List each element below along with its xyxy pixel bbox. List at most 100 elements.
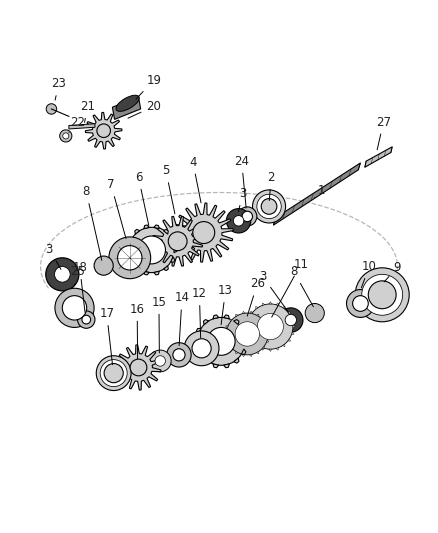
Ellipse shape	[116, 95, 139, 111]
Polygon shape	[266, 340, 269, 343]
Circle shape	[285, 314, 297, 326]
Polygon shape	[291, 332, 294, 335]
Polygon shape	[247, 318, 249, 321]
Polygon shape	[226, 340, 228, 343]
Circle shape	[97, 124, 110, 138]
Circle shape	[197, 318, 245, 365]
Text: 18: 18	[72, 261, 87, 312]
Circle shape	[96, 356, 131, 391]
Polygon shape	[135, 266, 140, 271]
Polygon shape	[276, 348, 279, 350]
Circle shape	[167, 343, 191, 367]
Polygon shape	[116, 345, 161, 390]
Text: 22: 22	[69, 116, 85, 133]
Circle shape	[117, 246, 142, 270]
Text: 8: 8	[290, 265, 314, 306]
Polygon shape	[288, 312, 290, 314]
Circle shape	[261, 199, 277, 214]
Polygon shape	[230, 346, 232, 349]
Polygon shape	[236, 351, 238, 354]
Polygon shape	[250, 312, 253, 314]
Polygon shape	[163, 229, 168, 234]
Polygon shape	[256, 351, 259, 354]
Polygon shape	[273, 163, 360, 225]
Polygon shape	[288, 338, 290, 341]
Polygon shape	[245, 338, 248, 344]
Circle shape	[346, 289, 374, 318]
Circle shape	[100, 360, 127, 386]
Circle shape	[60, 130, 72, 142]
Polygon shape	[262, 303, 265, 305]
Circle shape	[226, 313, 268, 355]
Polygon shape	[256, 344, 258, 346]
Circle shape	[242, 211, 253, 222]
Polygon shape	[269, 349, 272, 351]
Text: 16: 16	[130, 303, 145, 359]
Polygon shape	[170, 238, 175, 243]
Polygon shape	[291, 318, 294, 321]
Circle shape	[78, 311, 95, 328]
Text: 27: 27	[376, 116, 391, 150]
Text: 3: 3	[259, 270, 288, 312]
Polygon shape	[268, 333, 270, 335]
Polygon shape	[126, 247, 129, 253]
Polygon shape	[269, 302, 272, 304]
Polygon shape	[163, 266, 168, 271]
Circle shape	[46, 104, 57, 114]
Text: 1: 1	[315, 184, 325, 198]
Text: 11: 11	[272, 258, 308, 317]
Text: 14: 14	[174, 292, 190, 345]
Text: 4: 4	[189, 156, 201, 203]
Circle shape	[279, 308, 303, 332]
Polygon shape	[276, 303, 279, 305]
Polygon shape	[256, 306, 258, 309]
Polygon shape	[69, 124, 95, 129]
Circle shape	[257, 313, 283, 340]
Polygon shape	[242, 311, 245, 314]
Circle shape	[130, 359, 147, 376]
Polygon shape	[234, 320, 239, 325]
Polygon shape	[250, 354, 252, 357]
Polygon shape	[262, 348, 265, 350]
Circle shape	[362, 274, 403, 315]
Text: 8: 8	[83, 185, 102, 260]
Text: 9: 9	[384, 261, 401, 282]
Polygon shape	[245, 325, 248, 328]
Text: 23: 23	[51, 77, 66, 100]
Polygon shape	[213, 315, 219, 319]
Polygon shape	[262, 346, 265, 349]
Polygon shape	[203, 320, 208, 325]
Polygon shape	[365, 147, 392, 167]
Circle shape	[235, 322, 259, 346]
Text: 15: 15	[152, 296, 166, 353]
Circle shape	[129, 228, 174, 272]
Circle shape	[138, 236, 166, 264]
Text: 3: 3	[46, 243, 61, 269]
Text: 25: 25	[70, 265, 85, 285]
Polygon shape	[256, 314, 259, 317]
Circle shape	[54, 266, 70, 282]
Polygon shape	[85, 112, 122, 149]
Polygon shape	[234, 358, 239, 363]
Polygon shape	[197, 328, 201, 334]
Polygon shape	[224, 333, 226, 335]
Circle shape	[109, 237, 151, 279]
Polygon shape	[230, 319, 232, 322]
Polygon shape	[283, 306, 285, 309]
Polygon shape	[262, 319, 265, 322]
Polygon shape	[174, 203, 233, 262]
Polygon shape	[293, 325, 295, 328]
Circle shape	[184, 331, 219, 366]
Polygon shape	[194, 338, 198, 344]
Polygon shape	[283, 344, 285, 346]
Polygon shape	[226, 326, 228, 328]
Text: 13: 13	[218, 284, 233, 325]
Circle shape	[173, 349, 185, 361]
Polygon shape	[236, 314, 238, 317]
Circle shape	[257, 194, 281, 219]
Circle shape	[368, 281, 396, 309]
Polygon shape	[241, 328, 246, 334]
Circle shape	[82, 315, 91, 324]
Polygon shape	[247, 332, 249, 335]
Polygon shape	[174, 247, 177, 253]
